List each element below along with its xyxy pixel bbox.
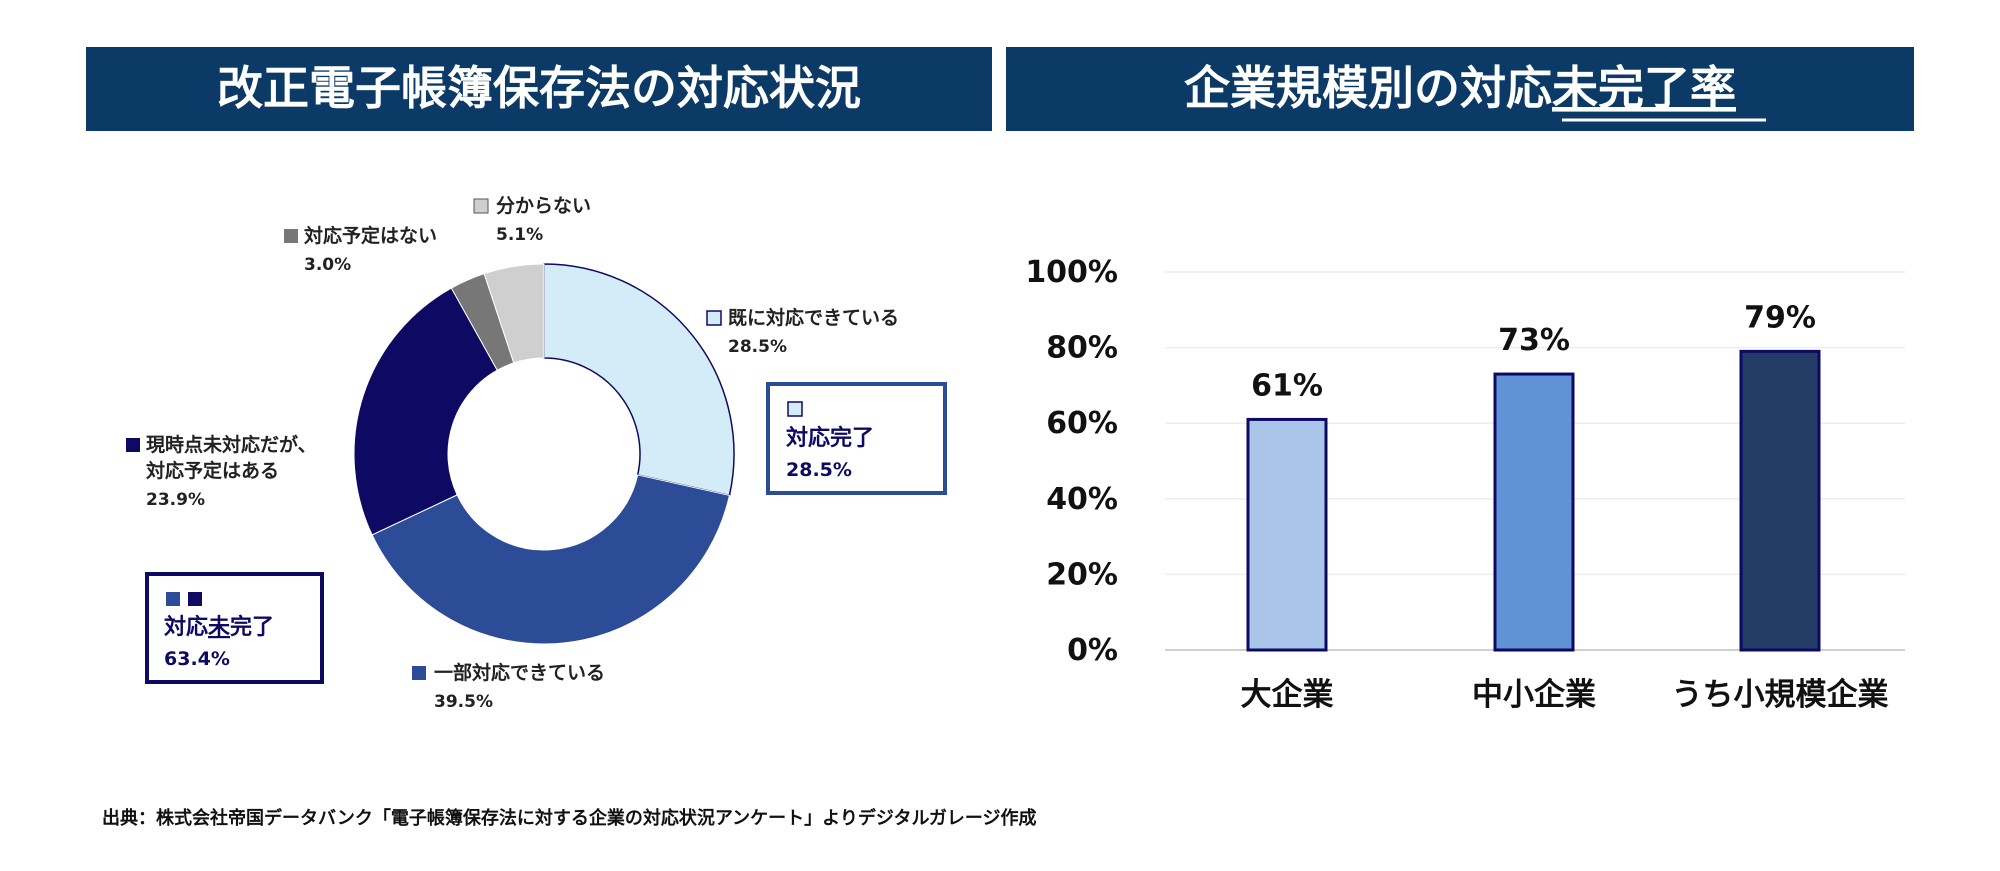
legend-swatch-planned [126,438,140,452]
callout-completed-label: 対応完了 [786,425,874,451]
callout-incomplete: 対応未完了 63.4% [145,572,324,684]
donut-slice-unknown [483,263,545,364]
right-title-main: 企業規模別の対応 [1184,61,1552,115]
slice-label-none-planned: 対応予定はない [303,224,437,247]
callout-completed-value: 28.5% [786,459,852,481]
bar [1739,349,1821,652]
legend-swatch-unknown [473,198,489,214]
callout-incomplete-value: 63.4% [164,648,230,670]
donut-slice-planned [353,287,498,536]
donut-slice-partial [371,474,731,645]
source-note: 出典：株式会社帝国データバンク「電子帳簿保存法に対する企業の対応状況アンケート」… [102,807,1037,829]
bar [1493,372,1575,652]
left-panel-title: 改正電子帳簿保存法の対応状況 [217,61,861,115]
y-tick-label: 60% [1046,406,1118,441]
x-category-label: 中小企業 [1472,677,1596,713]
right-header-bar [1006,47,1914,131]
legend-item-unknown: 分からない 5.1% [473,195,591,245]
slice-value-already: 28.5% [728,337,787,357]
slice-value-none-planned: 3.0% [304,255,351,275]
slice-value-unknown: 5.1% [496,225,543,245]
slice-label-partial: 一部対応できている [434,661,605,684]
slice-label-planned-line1: 現時点未対応だが、 [146,433,317,456]
bar-value-label: 73% [1498,323,1570,358]
bar [1246,417,1328,652]
y-tick-label: 80% [1046,331,1118,366]
callout-incomplete-swatch-partial [166,592,180,606]
callout-completed-swatch [787,401,803,417]
slice-value-planned: 23.9% [146,490,205,510]
legend-item-none-planned: 対応予定はない 3.0% [284,224,437,275]
legend-swatch-partial [412,666,426,680]
legend-swatch-none-planned [284,229,298,243]
y-tick-label: 20% [1046,557,1118,592]
bar-value-label: 79% [1744,300,1816,335]
bar-value-label: 61% [1251,368,1323,403]
x-category-label: 大企業 [1241,677,1334,713]
y-tick-label: 100% [1025,255,1118,290]
callout-incomplete-label-2: 未 [208,615,230,640]
slice-label-planned-line2: 対応予定はある [145,459,279,482]
y-tick-label: 0% [1067,633,1118,668]
x-category-label: うち小規模企業 [1672,677,1889,713]
right-panel-title: 企業規模別の対応未完了率 [1184,61,1736,115]
slice-label-already: 既に対応できている [728,306,899,329]
callout-incomplete-label-1: 対応 [164,614,208,640]
legend-swatch-already [706,310,722,326]
donut-slice-already [543,263,735,497]
bar-chart: 0% 20% 40% 60% 80% 100% 61% 大企業 73% 中小企業 79% うち小規模企… [1025,255,1905,713]
slice-value-partial: 39.5% [434,692,493,712]
y-tick-label: 40% [1046,482,1118,517]
callout-incomplete-label-3: 完了 [230,614,274,640]
callout-incomplete-label: 対応未完了 [164,614,274,640]
slice-label-unknown: 分からない [496,195,591,217]
legend-item-planned: 現時点未対応だが、 対応予定はある 23.9% [126,433,317,510]
right-title-emphasis: 未完了率 [1552,61,1736,115]
callout-completed: 対応完了 28.5% [766,382,947,495]
donut-chart [353,263,735,645]
left-header-bar [86,47,992,131]
legend-item-partial: 一部対応できている 39.5% [412,661,605,712]
legend-item-already: 既に対応できている 28.5% [706,306,899,357]
callout-incomplete-swatch-planned [188,592,202,606]
